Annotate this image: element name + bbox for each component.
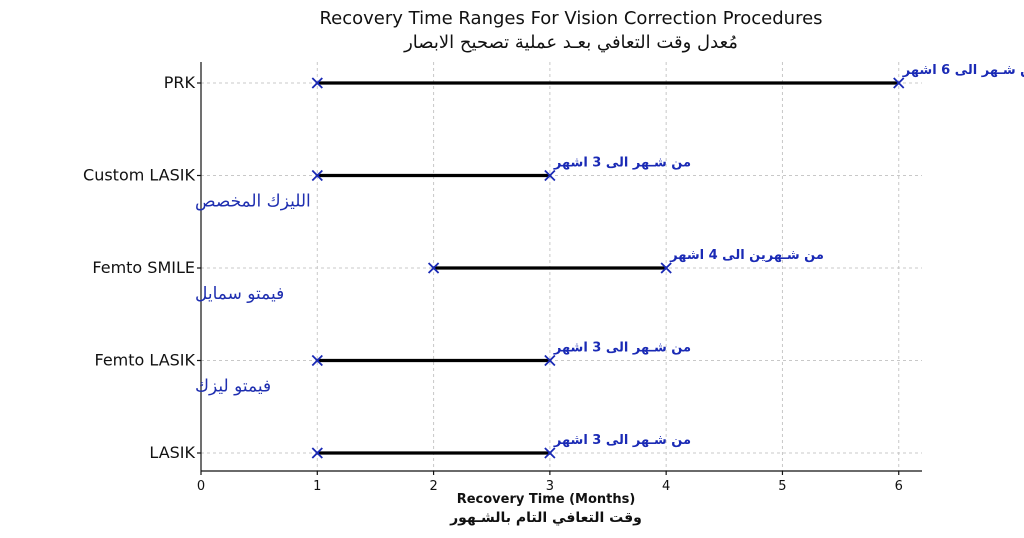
end-marker — [544, 447, 556, 459]
range-label: من شـهر الى 3 اشهر — [553, 341, 691, 356]
marker-stroke — [311, 354, 323, 367]
axes — [197, 62, 922, 472]
marker-stroke — [544, 169, 556, 182]
start-marker — [311, 354, 323, 367]
category-label: Femto LASIK — [95, 351, 196, 370]
x-tick-label: 3 — [546, 479, 554, 494]
marker-stroke — [893, 77, 905, 89]
category-label-arabic: فيمتو ليزك — [195, 377, 271, 397]
x-tick-label: 0 — [197, 479, 205, 494]
end-marker — [893, 77, 905, 89]
x-tick-label: 5 — [778, 479, 786, 494]
range-label: من شـهرين الى 4 اشهر — [669, 248, 824, 263]
x-axis-label: Recovery Time (Months) — [457, 492, 636, 507]
x-tick-label: 1 — [313, 479, 321, 494]
x-ticks: 0 1 2 3 4 5 6 — [197, 471, 903, 494]
category-label-arabic: فيمتو سمايل — [195, 284, 284, 304]
category-label: PRK — [164, 73, 196, 92]
range-label: من شـهر الى 6 اشهر — [902, 63, 1024, 78]
chart-title: Recovery Time Ranges For Vision Correcti… — [319, 8, 822, 29]
end-marker — [544, 169, 556, 182]
end-marker — [544, 354, 556, 367]
chart-title-arabic: مُعدل وقت التعافي بعـد عملية تصحيح الابص… — [403, 32, 738, 53]
marker-stroke — [311, 77, 323, 89]
start-marker — [427, 262, 440, 274]
start-marker — [311, 447, 323, 459]
marker-stroke — [544, 354, 556, 367]
x-tick-label: 2 — [429, 479, 437, 494]
x-tick-label: 6 — [895, 479, 903, 494]
category-label-arabic: الليزك المخصص — [195, 192, 311, 212]
range-label: من شـهر الى 3 اشهر — [553, 433, 691, 448]
marker-stroke — [311, 169, 323, 182]
x-tick-label: 4 — [662, 479, 670, 494]
marker-stroke — [544, 447, 556, 459]
category-label: Custom LASIK — [83, 166, 195, 185]
marker-stroke — [660, 262, 672, 274]
ranges: من شـهر الى 6 اشهر من شـهر الى 3 اشهر من ش… — [311, 63, 1024, 459]
marker-stroke — [311, 447, 323, 459]
end-marker — [660, 262, 672, 274]
category-label: Femto SMILE — [92, 258, 195, 277]
start-marker — [311, 77, 323, 89]
range-label: من شـهر الى 3 اشهر — [553, 156, 691, 171]
x-axis-label-arabic: وقت التعافي التام بالشـهور — [449, 510, 642, 526]
category-label: LASIK — [149, 443, 195, 462]
start-marker — [311, 169, 323, 182]
marker-stroke — [427, 262, 440, 274]
